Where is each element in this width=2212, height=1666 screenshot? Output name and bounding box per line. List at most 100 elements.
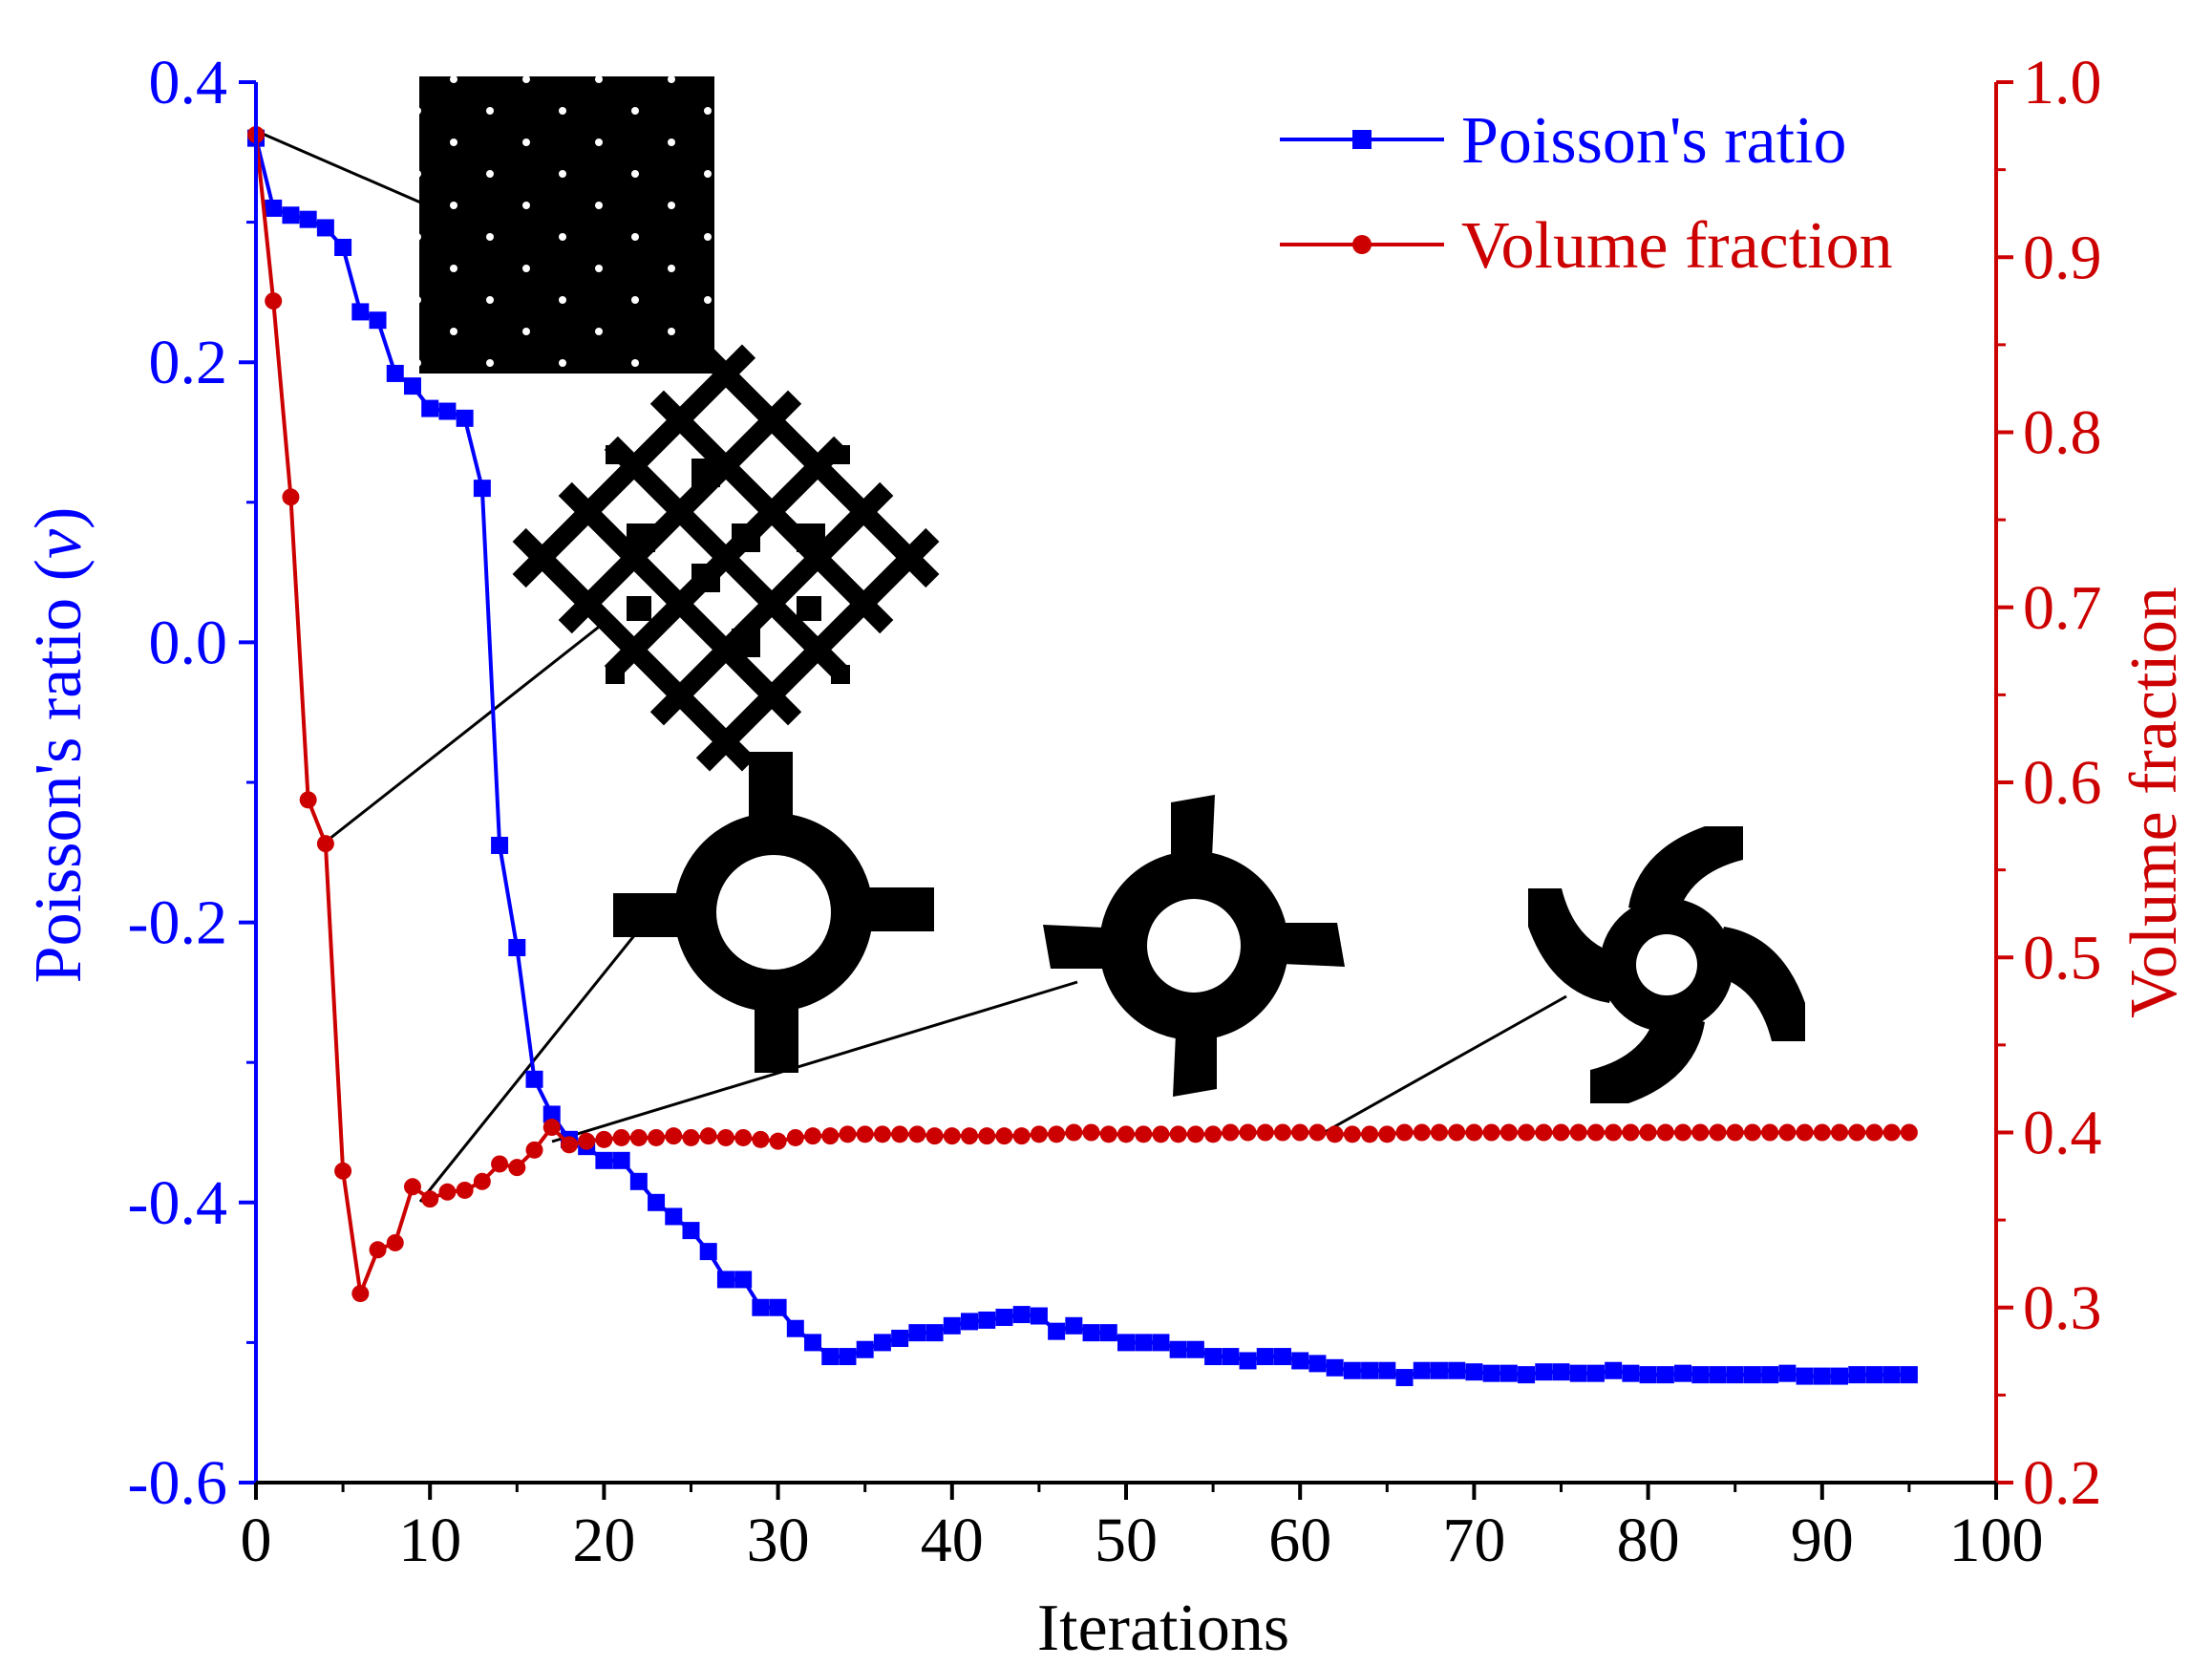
- x-tick-label: 90: [1791, 1506, 1854, 1575]
- legend-item-poissons-ratio: Poisson's ratio: [1280, 104, 1847, 178]
- volume-point: [542, 1119, 561, 1137]
- axes: -0.6 -0.4 -0.2 0.0 0.2 0.4 0.2 0.3 0.4 0.5 0.6 0.7…: [128, 48, 2102, 1575]
- poisson-point: [542, 1105, 561, 1123]
- poisson-point: [1065, 1316, 1083, 1335]
- poisson-point: [769, 1298, 787, 1316]
- poisson-point: [1204, 1348, 1223, 1366]
- volume-point: [265, 292, 283, 310]
- volume-point: [578, 1132, 596, 1150]
- volume-point: [1882, 1123, 1901, 1142]
- poisson-point: [1012, 1306, 1031, 1324]
- leader-line-rotor-a: [418, 918, 649, 1203]
- leader-line-rotor-c: [1319, 994, 1567, 1137]
- y-right-ticks: 0.2 0.3 0.4 0.5 0.6 0.7 0.8 0.9 1.0: [1996, 48, 2102, 1518]
- poisson-point: [873, 1334, 891, 1352]
- volume-point: [1291, 1123, 1309, 1142]
- volume-point: [1535, 1123, 1553, 1142]
- poisson-point: [1761, 1366, 1779, 1384]
- poisson-point: [1865, 1366, 1883, 1384]
- volume-point: [1343, 1125, 1361, 1143]
- poisson-point: [1395, 1369, 1414, 1387]
- volume-point: [873, 1125, 891, 1143]
- volume-point: [1518, 1123, 1536, 1142]
- poisson-point: [1709, 1366, 1727, 1384]
- poisson-point: [648, 1193, 666, 1211]
- legend: Poisson's ratio Volume fraction: [1280, 104, 1893, 283]
- poisson-point: [1152, 1334, 1170, 1352]
- y-axis-left-title-suffix: ): [22, 507, 96, 529]
- poisson-point: [1291, 1352, 1309, 1370]
- poisson-point: [491, 836, 509, 854]
- volume-point: [1378, 1125, 1396, 1143]
- poisson-point: [1378, 1361, 1396, 1379]
- volume-point: [1361, 1125, 1379, 1143]
- poisson-point: [1186, 1340, 1204, 1358]
- poisson-point: [699, 1243, 717, 1261]
- y-left-tick-label: -0.2: [128, 888, 227, 958]
- volume-point: [908, 1125, 926, 1143]
- poisson-point: [629, 1172, 648, 1190]
- inset-rotor-structure-b: [1043, 795, 1345, 1097]
- poisson-point: [351, 303, 370, 321]
- volume-point: [1099, 1125, 1117, 1143]
- poisson-point: [995, 1309, 1013, 1327]
- volume-point: [1256, 1123, 1274, 1142]
- volume-point: [1326, 1125, 1344, 1143]
- x-axis-title: Iterations: [1037, 1591, 1289, 1665]
- poisson-point: [1222, 1348, 1240, 1366]
- leader-line-mesh: [324, 615, 612, 844]
- volume-point: [1465, 1123, 1483, 1142]
- poisson-point: [1117, 1334, 1135, 1352]
- volume-point: [1395, 1123, 1414, 1142]
- poisson-point: [1169, 1340, 1187, 1358]
- poisson-point: [1430, 1361, 1448, 1379]
- poisson-point: [421, 399, 439, 417]
- poisson-point: [1273, 1348, 1291, 1366]
- volume-point: [1656, 1123, 1674, 1142]
- poisson-point: [786, 1319, 804, 1337]
- y-axis-left-title-var: v: [22, 528, 96, 559]
- y-left-tick-label: -0.4: [128, 1168, 227, 1238]
- volume-point: [1030, 1125, 1048, 1143]
- poisson-point: [804, 1334, 822, 1352]
- poisson-point: [1482, 1364, 1500, 1382]
- inset-rotor-structure-a: [613, 752, 934, 1073]
- poisson-point: [1796, 1367, 1814, 1385]
- y-axis-right-title: Volume fraction: [2117, 587, 2191, 1018]
- volume-point: [595, 1130, 613, 1148]
- poisson-point: [1605, 1361, 1623, 1379]
- poisson-point: [1361, 1361, 1379, 1379]
- inset-chiral-structure: [1528, 826, 1805, 1103]
- volume-point: [1743, 1123, 1761, 1142]
- volume-point: [1169, 1125, 1187, 1143]
- volume-point: [1499, 1123, 1518, 1142]
- volume-point: [716, 1128, 734, 1146]
- x-tick-label: 70: [1442, 1506, 1505, 1575]
- poisson-point: [839, 1348, 857, 1366]
- volume-point: [1709, 1123, 1727, 1142]
- poisson-point: [682, 1222, 700, 1240]
- poisson-point: [1030, 1307, 1048, 1325]
- poisson-point: [456, 409, 474, 427]
- poisson-point: [1900, 1366, 1918, 1384]
- poisson-point: [1326, 1358, 1344, 1377]
- poisson-point: [1639, 1366, 1657, 1384]
- poisson-point: [1448, 1361, 1466, 1379]
- x-tick-label: 100: [1949, 1506, 2044, 1575]
- y-right-tick-label: 0.4: [2023, 1099, 2102, 1168]
- volume-point: [648, 1128, 666, 1146]
- poisson-point: [716, 1271, 734, 1289]
- poisson-point: [1308, 1355, 1327, 1373]
- volume-point: [734, 1128, 753, 1146]
- poisson-point: [282, 206, 300, 224]
- poisson-point: [1239, 1352, 1257, 1370]
- x-tick-label: 50: [1095, 1506, 1158, 1575]
- y-right-tick-label: 0.8: [2023, 398, 2102, 468]
- volume-point: [299, 791, 317, 809]
- volume-point: [943, 1127, 961, 1145]
- structure-insets: [419, 76, 1805, 1103]
- volume-point: [421, 1190, 439, 1208]
- volume-point: [1186, 1125, 1204, 1143]
- poisson-point: [943, 1316, 961, 1335]
